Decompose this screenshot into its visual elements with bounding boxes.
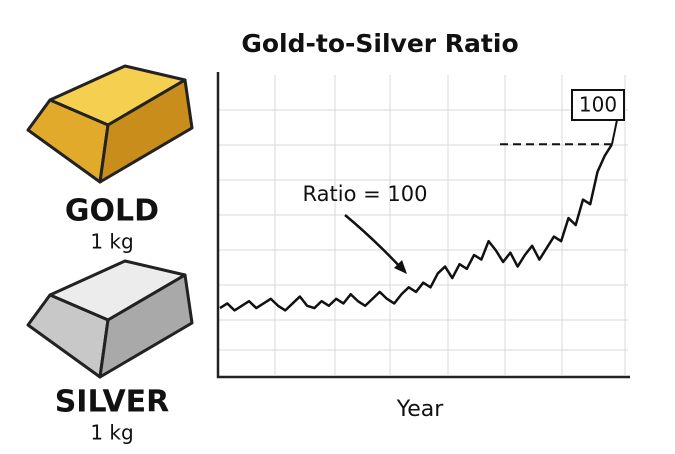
silver-bar <box>26 259 194 379</box>
gold-label: GOLD <box>65 194 159 229</box>
silver-weight: 1 kg <box>90 421 133 445</box>
axes <box>216 72 630 379</box>
annotation-arrow <box>344 214 404 271</box>
end-label: 100 <box>579 93 617 117</box>
annotation: Ratio = 100 <box>303 182 428 206</box>
chart-title: Gold-to-Silver Ratio <box>241 29 518 58</box>
silver-label: SILVER <box>55 385 170 420</box>
gold-bar <box>26 64 194 184</box>
gold-weight: 1 kg <box>90 230 133 254</box>
end-label-box <box>571 89 625 121</box>
arrow-head <box>394 260 407 274</box>
ratio-line <box>219 143 614 312</box>
x-axis-label: Year <box>396 397 445 422</box>
label-leader <box>611 119 618 145</box>
plot-grid <box>218 75 628 375</box>
